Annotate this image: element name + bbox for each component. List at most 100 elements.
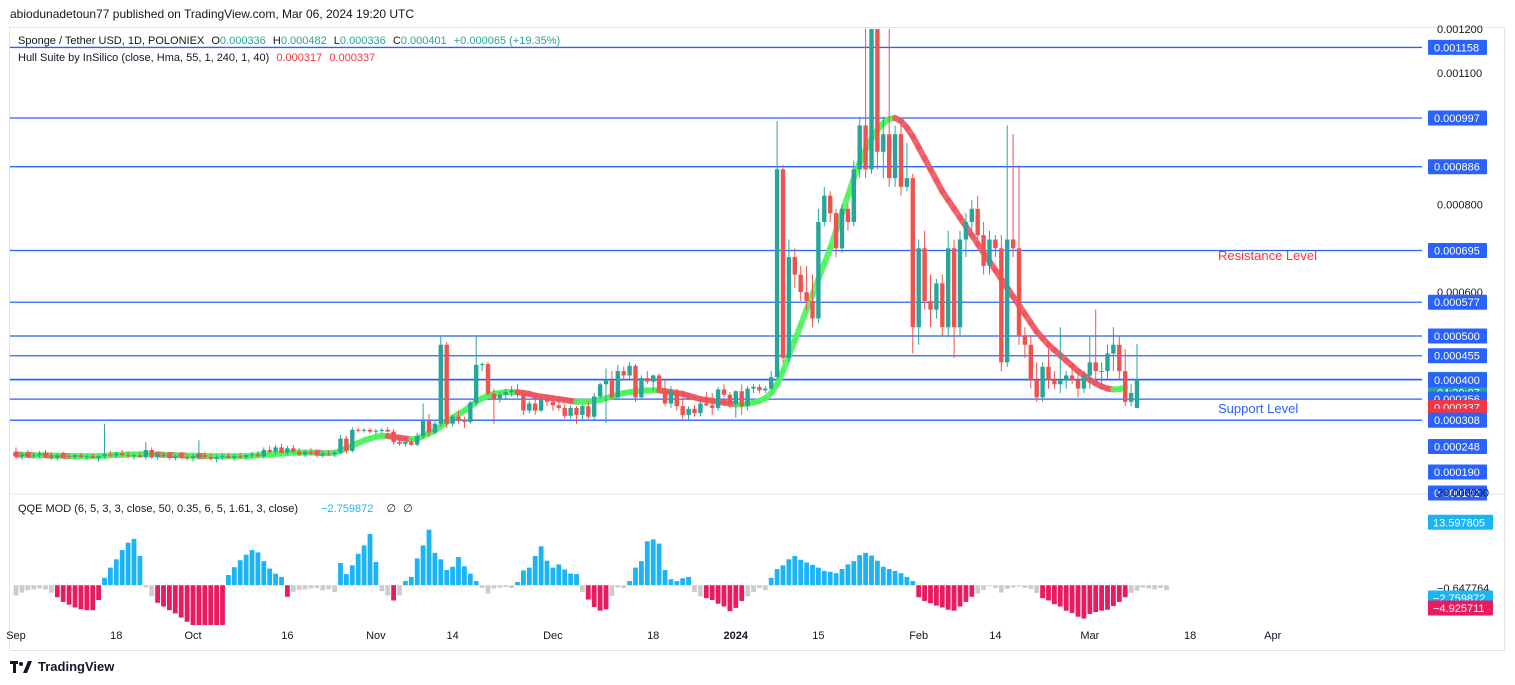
candle-body (78, 455, 84, 458)
candle-45 (279, 443, 284, 454)
candle-body (538, 399, 544, 411)
candle-158 (946, 230, 951, 336)
candle-56 (344, 435, 349, 454)
qqe-bar-191 (1140, 585, 1146, 588)
candle-body (957, 239, 963, 328)
x-tick-label-3: 16 (281, 630, 293, 642)
qqe-bar-29 (184, 585, 190, 622)
candle-body (450, 416, 455, 424)
qqe-bar-97 (585, 585, 591, 600)
x-tick-label-5: 14 (446, 630, 458, 642)
qqe-bar-187 (1116, 585, 1122, 602)
candle-62 (379, 428, 384, 434)
qqe-bar-102 (615, 585, 621, 588)
candle-body (373, 430, 379, 432)
qqe-bar-182 (1087, 585, 1093, 614)
candle-39 (243, 454, 249, 460)
qqe-bar-161 (963, 585, 969, 602)
candle-68 (415, 432, 420, 447)
hull-legend: Hull Suite by InSilico (close, Hma, 55, … (18, 52, 379, 64)
candle-141 (845, 204, 851, 231)
price-label-box-2 (1428, 159, 1487, 175)
hull-indicator-name[interactable]: Hull Suite by InSilico (close, Hma, 55, … (18, 52, 270, 64)
candle-body (1058, 379, 1063, 385)
candle-29 (184, 454, 190, 461)
candle-40 (249, 451, 255, 458)
price-label-14: 0.000190 (1434, 467, 1480, 479)
candle-body (993, 239, 998, 249)
candle-122 (733, 390, 738, 418)
qqe-bar-133 (798, 559, 804, 586)
qqe-bar-129 (774, 569, 780, 586)
candle-body (645, 378, 650, 382)
qqe-tick-label-0: 20.000000 (1437, 488, 1489, 500)
qqe-bar-149 (892, 570, 898, 586)
candle-body (1111, 344, 1116, 354)
qqe-bar-55 (338, 563, 343, 586)
price-label-box-3 (1428, 242, 1487, 258)
candle-body (255, 454, 261, 457)
qqe-indicator-name[interactable]: QQE MOD (6, 5, 3, 3, close, 50, 0.35, 6,… (18, 503, 299, 515)
candle-body (816, 221, 821, 319)
qqe-bar-131 (786, 559, 792, 586)
candle-body (940, 283, 945, 328)
candle-17 (114, 451, 119, 458)
candle-body (120, 453, 125, 456)
candle-15 (102, 423, 107, 459)
price-label-box-4 (1428, 294, 1487, 310)
candle-body (857, 125, 862, 170)
qqe-bar-16 (108, 567, 113, 586)
candle-42 (261, 447, 266, 459)
candle-79 (479, 362, 485, 372)
candle-49 (302, 450, 308, 458)
candle-body (710, 405, 715, 408)
qqe-bar-70 (426, 529, 432, 586)
candle-86 (521, 390, 526, 415)
qqe-bar-92 (556, 564, 562, 586)
x-tick-label-7: 18 (647, 630, 659, 642)
candle-body (745, 388, 750, 407)
candle-body (633, 365, 638, 398)
candle-body (1069, 375, 1075, 380)
candle-body (527, 403, 532, 411)
qqe-bar-183 (1093, 585, 1099, 613)
qqe-bar-121 (727, 585, 733, 612)
qqe-bar-36 (226, 575, 231, 586)
qqe-bar-159 (951, 585, 957, 611)
symbol-name[interactable]: Sponge / Tether USD, 1D, POLONIEX (18, 35, 205, 47)
candle-body (869, 29, 874, 170)
candle-body (892, 134, 898, 179)
qqe-bar-42 (261, 561, 267, 586)
high-value: 0.000482 (280, 35, 327, 47)
candle-136 (816, 208, 821, 323)
candle-165 (987, 230, 992, 275)
qqe-bar-178 (1063, 585, 1069, 611)
candle-body (202, 455, 207, 458)
candle-body (1105, 353, 1110, 372)
qqe-bar-80 (485, 585, 491, 594)
candle-65 (397, 439, 402, 446)
candle-body (757, 386, 762, 391)
candle-body (698, 403, 703, 414)
chart-frame[interactable] (9, 27, 1505, 651)
candle-body (639, 378, 644, 398)
candle-body (173, 456, 178, 458)
price-label-box-8 (1428, 372, 1487, 388)
candle-body (1016, 248, 1022, 336)
candle-body (1075, 379, 1081, 389)
candle-72 (438, 335, 443, 427)
candle-24 (155, 453, 160, 460)
qqe-bar-82 (497, 585, 503, 588)
qqe-bar-124 (745, 585, 750, 597)
candle-body (916, 248, 921, 328)
candle-47 (291, 444, 296, 454)
candle-body (509, 390, 514, 393)
candle-body (243, 455, 249, 458)
candle-body (597, 384, 603, 397)
candle-body (90, 456, 95, 458)
qqe-bar-120 (721, 585, 727, 607)
candle-body (409, 442, 414, 445)
qqe-bar-45 (279, 576, 284, 586)
tradingview-footer[interactable]: TradingView (10, 659, 114, 674)
